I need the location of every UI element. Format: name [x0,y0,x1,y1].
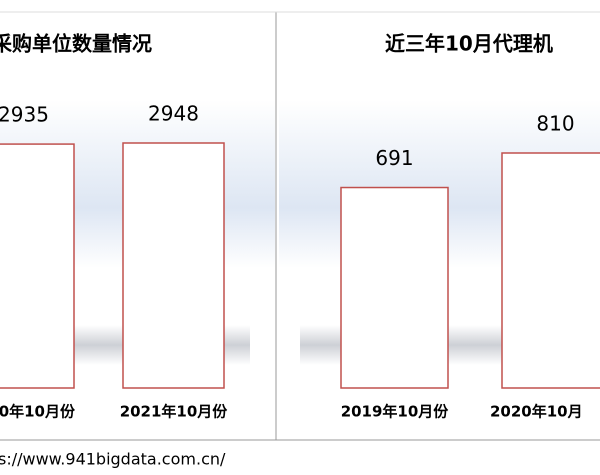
value-label: 691 [375,146,413,170]
value-label: 810 [536,112,574,136]
chart-title: 采购单位数量情况 [0,32,152,56]
x-tick-label: 2019年10月份 [341,403,450,421]
x-tick-label: 2021年10月份 [120,403,229,421]
bar [0,143,75,389]
chart-title: 近三年10月代理机 [385,32,553,56]
x-tick-label: 2020年10月 [490,403,583,421]
x-tick-label: 0年10月份 [0,403,76,421]
source: s://www.941bigdata.com.cn/ [0,450,226,469]
value-label: 2935 [0,103,49,127]
value-label: 2948 [148,102,199,126]
bar [340,186,449,389]
bar [122,142,225,389]
bar [501,152,600,389]
